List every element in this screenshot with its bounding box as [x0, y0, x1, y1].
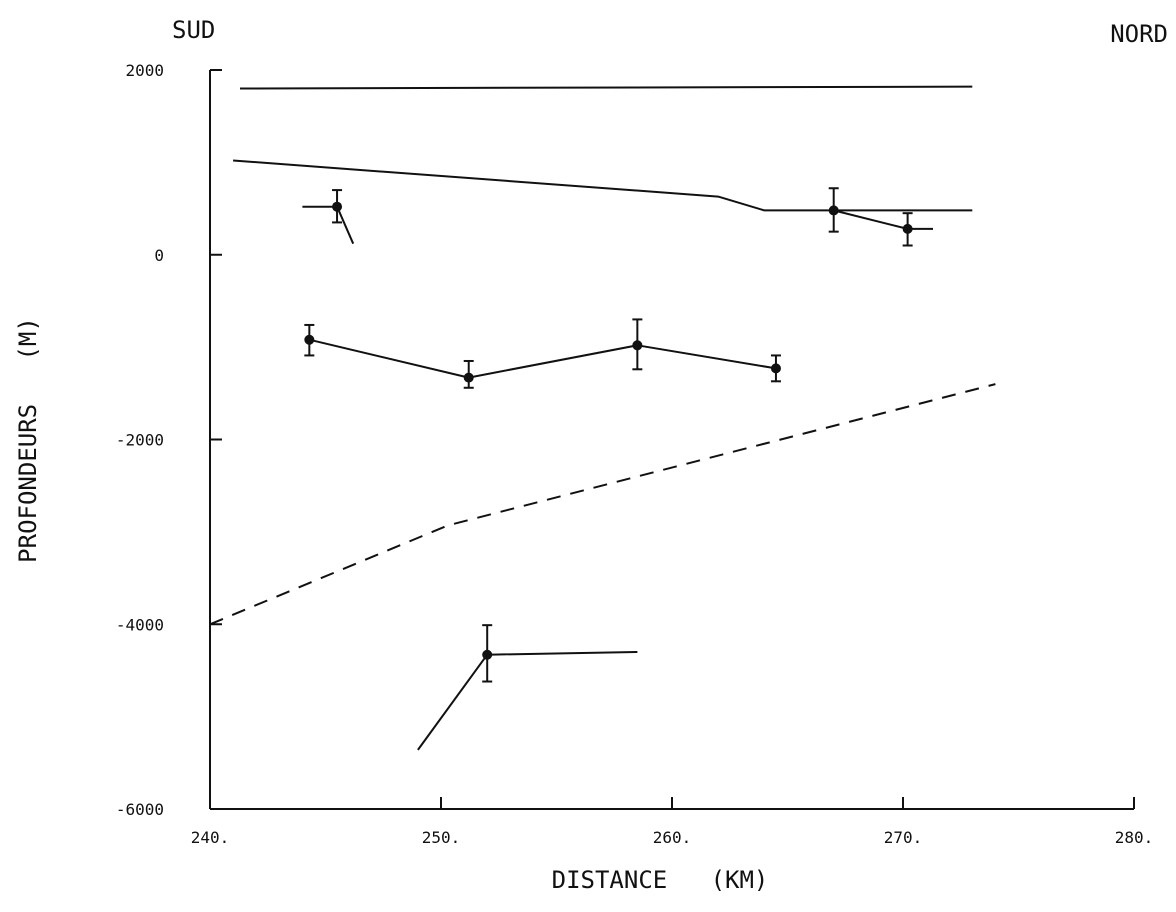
y-tick-label: -4000 — [116, 615, 164, 634]
axes: 240. 250. 260. 270. 280. 2000 0 -2000 -4000 -6000 — [116, 61, 1153, 847]
dashed-profile-line — [209, 383, 996, 626]
data-point — [770, 363, 781, 374]
data-point — [332, 201, 343, 212]
data-point — [632, 340, 643, 351]
y-tick-label: -2000 — [116, 431, 164, 450]
profile-line — [309, 338, 777, 379]
y-tick-label: -6000 — [116, 800, 164, 819]
profile-line — [233, 159, 973, 212]
chart-marks — [209, 85, 996, 751]
x-tick-label: 280. — [1115, 828, 1154, 847]
data-point — [902, 223, 913, 234]
profile-line — [417, 651, 638, 751]
y-tick-label: 2000 — [125, 61, 164, 80]
data-point — [828, 205, 839, 216]
data-point — [463, 372, 474, 383]
right-direction-label: NORD — [1110, 20, 1168, 48]
y-tick-label: 0 — [154, 246, 164, 265]
x-tick-label: 240. — [191, 828, 230, 847]
left-direction-label: SUD — [172, 16, 215, 44]
data-point — [304, 334, 315, 345]
data-point — [482, 649, 493, 660]
profile-line — [239, 85, 973, 90]
x-tick-label: 260. — [653, 828, 692, 847]
x-tick-label: 250. — [422, 828, 461, 847]
x-tick-label: 270. — [884, 828, 923, 847]
profile-line — [833, 209, 933, 230]
y-axis-label: PROFONDEURS (M) — [14, 317, 42, 563]
profile-line — [302, 205, 355, 245]
x-axis-label: DISTANCE (KM) — [552, 866, 769, 894]
